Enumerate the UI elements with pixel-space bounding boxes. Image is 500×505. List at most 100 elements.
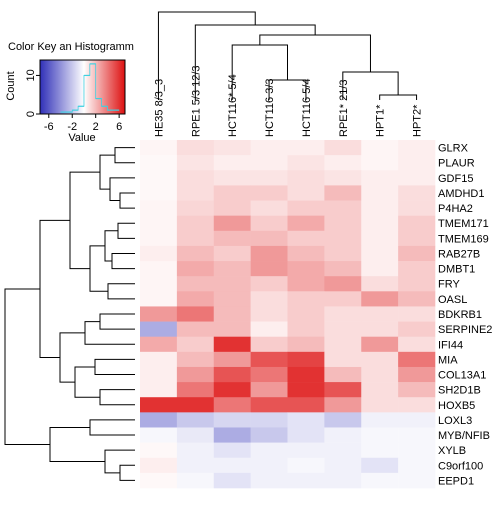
key-x-tick-label: 6 xyxy=(116,121,122,133)
heat-cell xyxy=(176,245,215,262)
heat-cell xyxy=(361,457,399,474)
heat-cell xyxy=(250,321,288,337)
column-label: HPT1* xyxy=(375,104,387,137)
dendrogram-branch xyxy=(39,219,70,358)
dendrogram-branch xyxy=(194,24,316,100)
heat-cell xyxy=(176,261,215,277)
heat-cell xyxy=(361,155,399,171)
heat-cell xyxy=(287,276,325,292)
heat-cell xyxy=(324,306,362,322)
dendrogram-branch xyxy=(114,147,135,164)
heat-cell xyxy=(140,412,178,428)
heat-cell xyxy=(140,427,178,443)
heat-cell xyxy=(250,412,288,428)
heat-cell xyxy=(361,200,399,216)
heat-cell xyxy=(176,442,215,459)
row-label: DMBT1 xyxy=(438,264,475,276)
dendrogram-branch xyxy=(111,252,135,270)
heat-cell xyxy=(398,427,436,443)
column-label: HCT116* 5/4 xyxy=(227,74,239,137)
dendrogram-branch xyxy=(99,154,115,190)
heat-cell xyxy=(213,215,251,232)
heat-cell xyxy=(324,397,362,413)
heat-cell xyxy=(213,336,251,353)
heat-cell xyxy=(398,336,436,353)
heat-cell xyxy=(324,261,362,277)
heat-cell xyxy=(250,276,288,292)
heat-cell xyxy=(250,336,288,353)
key-x-tick-label: -2 xyxy=(67,121,77,133)
heat-cell xyxy=(398,412,436,428)
heat-cell xyxy=(140,442,178,459)
key-y-tick-label: 0 xyxy=(25,111,37,117)
heat-cell xyxy=(213,321,251,337)
column-label: HCT116 5/4 xyxy=(301,79,313,138)
heat-cell xyxy=(287,366,325,383)
heat-cell xyxy=(250,245,288,262)
heat-cell xyxy=(361,336,399,353)
heat-cell xyxy=(140,321,178,337)
heat-cell xyxy=(213,366,251,383)
row-label: MYB/NFIB xyxy=(438,430,490,442)
heat-cell xyxy=(176,155,215,171)
heat-cell xyxy=(176,457,215,474)
heat-cell xyxy=(213,276,251,292)
heat-cell xyxy=(250,442,288,459)
heat-cell xyxy=(324,382,362,398)
heat-cell xyxy=(324,155,362,171)
heat-cell xyxy=(176,306,215,322)
row-label: RAB27B xyxy=(438,248,480,260)
heat-cell xyxy=(287,336,325,353)
heat-cell xyxy=(213,457,251,474)
heat-cell xyxy=(176,382,215,398)
key-title: Color Key an Histogramm xyxy=(8,41,134,53)
heat-cell xyxy=(176,185,215,201)
key-y-tick-label: 10 xyxy=(25,69,37,81)
heat-cell xyxy=(361,366,399,383)
heat-cell xyxy=(324,366,362,383)
row-label: MIA xyxy=(438,354,458,366)
heat-cell xyxy=(140,276,178,292)
dendrogram-branch xyxy=(109,177,135,202)
heat-cell xyxy=(361,140,399,156)
heat-cell xyxy=(361,412,399,428)
dendrogram-branch xyxy=(379,94,418,100)
heat-cell xyxy=(140,457,178,474)
heat-cell xyxy=(398,185,436,201)
heat-cell xyxy=(140,382,178,398)
heat-cell xyxy=(287,291,325,307)
heat-cell xyxy=(140,200,178,216)
heat-cell xyxy=(250,457,288,474)
heat-cell xyxy=(361,261,399,277)
heat-cell xyxy=(324,457,362,474)
heat-cell xyxy=(287,427,325,443)
key-x-tick-label: -6 xyxy=(44,121,54,133)
heat-cell xyxy=(140,230,178,247)
row-label: XYLB xyxy=(438,445,466,457)
dendrogram-branch xyxy=(117,222,135,239)
dendrogram-branch xyxy=(49,426,105,463)
dendrogram-branch xyxy=(119,464,135,481)
heat-cell xyxy=(398,457,436,474)
heat-cell xyxy=(398,230,436,247)
row-label: GLRX xyxy=(438,143,469,155)
heat-cell xyxy=(361,321,399,337)
heat-cell xyxy=(398,366,436,383)
heat-cell xyxy=(324,321,362,337)
heat-cell xyxy=(250,230,288,247)
heat-cell xyxy=(213,230,251,247)
key-xlabel: Value xyxy=(68,132,95,144)
heat-cell xyxy=(140,397,178,413)
row-label: P4HA2 xyxy=(438,203,473,215)
heat-cell xyxy=(324,336,362,353)
heat-cell xyxy=(398,351,436,368)
heat-cell xyxy=(324,472,362,489)
heat-cell xyxy=(213,155,251,171)
heat-cell xyxy=(250,200,288,216)
heat-cell xyxy=(398,442,436,459)
heat-cell xyxy=(176,215,215,232)
dendrogram-branch xyxy=(59,332,85,383)
heat-cell xyxy=(398,306,436,322)
heat-cell xyxy=(213,306,251,322)
heat-cell xyxy=(250,185,288,201)
